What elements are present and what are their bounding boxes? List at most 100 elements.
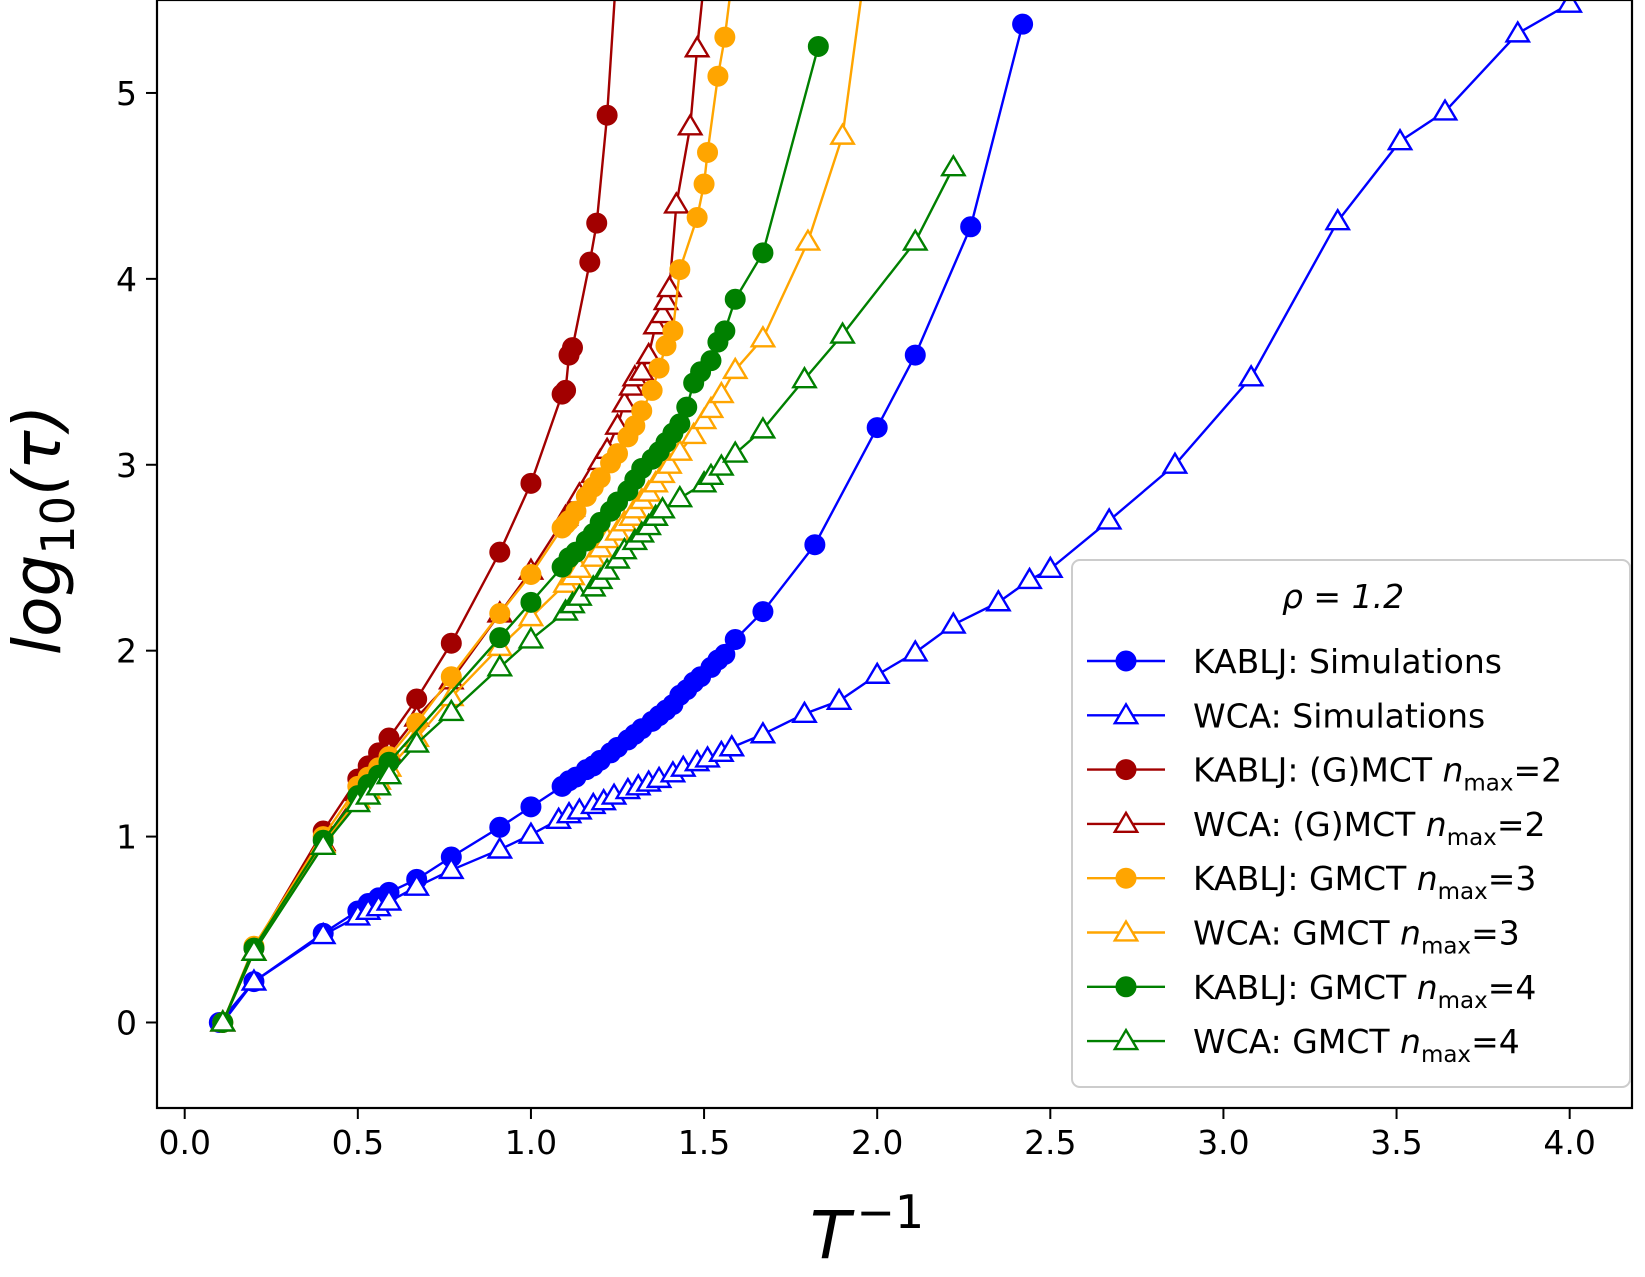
y-tick-label: 3 (116, 446, 137, 485)
legend-marker (1112, 919, 1140, 942)
legend-label-subscript: max (1438, 879, 1488, 905)
legend-label-text: WCA: (G)MCT (1193, 805, 1426, 844)
legend-label-tail: =4 (1488, 968, 1537, 1007)
data-point (1324, 207, 1352, 231)
data-point (707, 65, 729, 87)
plot-frame (155, 0, 1634, 1110)
data-point (489, 602, 511, 624)
y-axis-title-arg: (τ) (0, 405, 76, 496)
data-point (697, 395, 725, 419)
data-point (904, 344, 926, 366)
legend-label-tail: =3 (1471, 914, 1520, 953)
data-point (1556, 0, 1584, 13)
legend-marker (1115, 976, 1137, 998)
data-point (686, 207, 708, 229)
x-tick-label: 2.0 (851, 1123, 903, 1162)
y-tick-label: 2 (116, 632, 137, 671)
data-point (586, 212, 608, 234)
data-point (375, 761, 403, 785)
legend-label-tail: =2 (1497, 805, 1546, 844)
data-point (901, 228, 929, 251)
y-tick-label: 0 (116, 1003, 137, 1042)
legend-marker (1115, 867, 1137, 889)
legend-label: KABLJ: GMCT nmax=4 (1193, 968, 1536, 1014)
legend-label-subscript: max (1421, 1042, 1471, 1068)
data-point (642, 311, 669, 335)
data-point (676, 113, 704, 136)
legend-label: WCA: (G)MCT nmax=2 (1193, 805, 1545, 851)
legend-label: WCA: Simulations (1193, 696, 1485, 735)
legend-label-text: KABLJ: (G)MCT (1193, 751, 1442, 790)
data-point (652, 287, 680, 311)
legend-entries: KABLJ: Simulations WCA: Simulations KABLJ:… (1087, 642, 1562, 1068)
x-axis-title: T −1 (810, 1185, 924, 1274)
data-point (641, 379, 663, 401)
data-point (489, 627, 511, 649)
legend-label: WCA: GMCT nmax=4 (1193, 1022, 1520, 1068)
data-point (656, 274, 683, 298)
legend-label: KABLJ: (G)MCT nmax=2 (1193, 751, 1562, 797)
data-point (825, 687, 853, 710)
y-tick-label: 5 (116, 74, 137, 113)
legend-label-tail: =2 (1514, 751, 1563, 790)
data-point (663, 191, 690, 214)
data-point (566, 555, 593, 578)
data-point (676, 396, 698, 418)
data-point (718, 733, 746, 757)
legend-label-subscript: max (1463, 771, 1513, 797)
data-point (517, 603, 545, 627)
data-point (593, 557, 621, 580)
y-axis-title-main: log (0, 555, 76, 656)
data-point (666, 484, 694, 508)
data-point (240, 968, 268, 991)
y-tick-label: 4 (116, 260, 137, 299)
data-point (579, 251, 601, 273)
data-point (807, 35, 829, 57)
x-tick-label: 1.5 (678, 1123, 730, 1162)
legend-label-tail: =4 (1471, 1022, 1520, 1061)
legend-title: ρ = 1.2 (1282, 577, 1404, 616)
data-point (309, 921, 337, 945)
data-point (724, 288, 746, 310)
data-point (708, 453, 735, 476)
x-tick-label: 1.0 (505, 1123, 557, 1162)
data-point (693, 173, 715, 195)
y-axis-title-subscript: 10 (31, 496, 85, 555)
data-point (1504, 20, 1532, 43)
x-tick-label: 4.0 (1543, 1123, 1595, 1162)
data-point (437, 856, 465, 880)
legend-entry: WCA: GMCT nmax=4 (1087, 1022, 1520, 1068)
x-axis-title-main: T (810, 1197, 855, 1274)
data-point (669, 259, 691, 281)
data-point (596, 104, 618, 126)
data-point (520, 472, 542, 494)
data-point (1386, 127, 1414, 151)
data-point (649, 300, 676, 324)
data-point (690, 406, 718, 430)
data-point (901, 639, 929, 662)
data-point (752, 242, 774, 264)
data-point (209, 1009, 237, 1032)
data-point (697, 141, 719, 163)
legend-label-n: n (1400, 914, 1421, 953)
data-point (940, 611, 967, 634)
data-point (520, 796, 542, 818)
legend-entry: WCA: (G)MCT nmax=2 (1087, 805, 1545, 851)
data-point (486, 836, 514, 859)
legend-label: WCA: GMCT nmax=3 (1193, 914, 1520, 960)
legend-label-n: n (1417, 859, 1438, 898)
x-tick-label: 0.5 (332, 1123, 384, 1162)
legend-label-text: KABLJ: Simulations (1193, 642, 1502, 681)
data-point (680, 421, 708, 445)
x-tick-label: 3.0 (1197, 1123, 1249, 1162)
data-point (403, 730, 431, 753)
data-point (1036, 555, 1064, 578)
data-point (721, 440, 749, 463)
legend-label: KABLJ: GMCT nmax=3 (1193, 859, 1536, 905)
data-point (631, 400, 653, 422)
legend: ρ = 1.2 KABLJ: Simulations WCA: Simulatio… (1071, 559, 1631, 1088)
data-point (561, 337, 583, 359)
x-tick-label: 2.5 (1024, 1123, 1076, 1162)
legend-box (1071, 559, 1631, 1088)
